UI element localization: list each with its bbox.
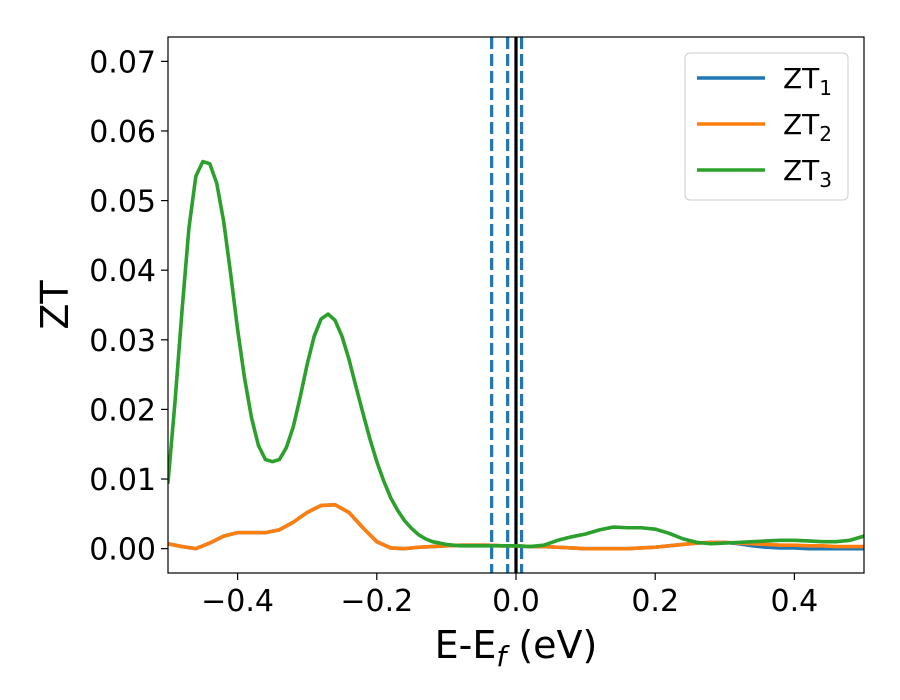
legend-entry-label: ZT3: [783, 154, 832, 192]
series-line-zt3: [168, 159, 864, 549]
y-tick-label: 0.02: [89, 393, 156, 428]
legend-entry-label: ZT1: [783, 62, 832, 100]
x-axis-label: E-Ef (eV): [435, 623, 598, 673]
y-tick-label: 0.07: [89, 45, 156, 80]
x-tick-label: −0.2: [340, 584, 413, 619]
legend-entry-label: ZT2: [783, 108, 832, 146]
x-tick-label: 0.4: [771, 584, 819, 619]
series-layer: [168, 159, 864, 551]
x-tick-label: 0.2: [631, 584, 679, 619]
legend: ZT1 ZT2 ZT3: [684, 52, 849, 201]
y-axis: 0.00 0.01 0.02 0.03 0.04 0.05 0.06 0.07: [89, 45, 168, 568]
reference-lines: [490, 37, 524, 573]
x-tick-label: 0.0: [492, 584, 540, 619]
x-tick-label: −0.4: [201, 584, 274, 619]
y-tick-label: 0.01: [89, 463, 156, 498]
y-tick-label: 0.06: [89, 115, 156, 150]
legend-box: [684, 52, 849, 201]
y-tick-label: 0.00: [89, 533, 156, 568]
x-axis: −0.4 −0.2 0.0 0.2 0.4: [201, 573, 818, 619]
y-axis-label: ZT: [33, 280, 77, 330]
y-tick-label: 0.05: [89, 185, 156, 220]
y-tick-label: 0.04: [89, 254, 156, 289]
y-tick-label: 0.03: [89, 324, 156, 359]
